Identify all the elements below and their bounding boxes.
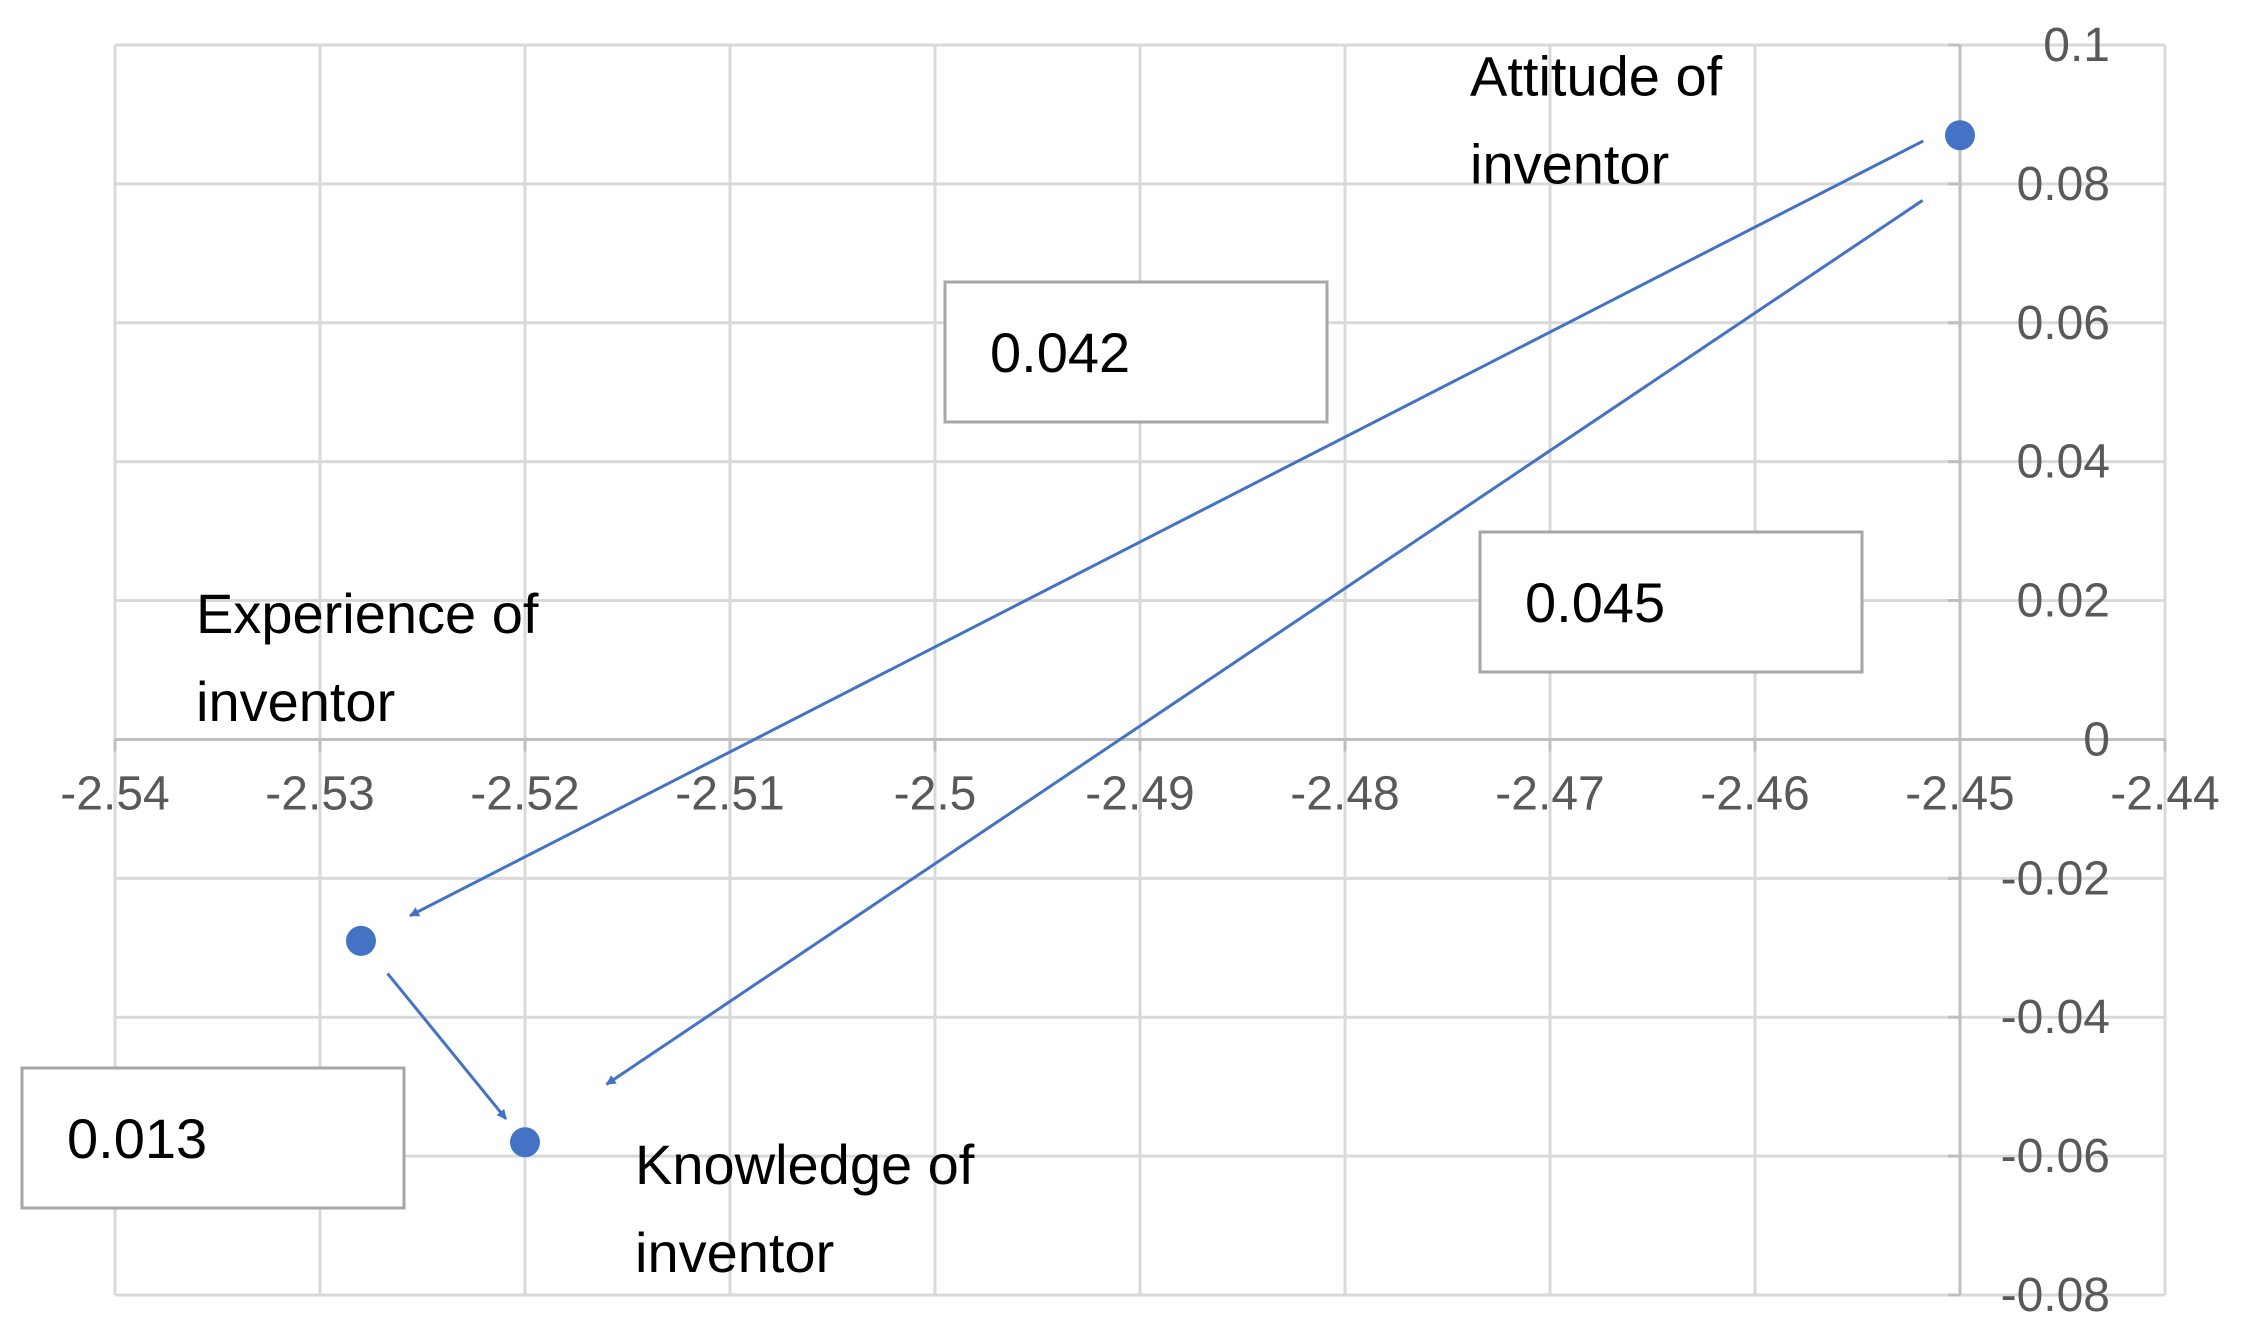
y-tick-label: -0.04: [2001, 991, 2110, 1044]
y-tick-label: -0.02: [2001, 852, 2110, 905]
y-tick-label: 0.02: [2017, 575, 2110, 628]
x-tick-label: -2.53: [265, 767, 374, 820]
x-tick-label: -2.46: [1700, 767, 1809, 820]
arrow-experience-to-knowledge: [386, 972, 508, 1120]
coefficient-box-frame: [943, 280, 1329, 424]
x-tick-label: -2.49: [1085, 767, 1194, 820]
coefficient-box-frame: [20, 1066, 406, 1210]
path-arrows: [386, 139, 1924, 1120]
axes: [113, 43, 2167, 1297]
knowledge-point: [510, 1127, 540, 1158]
arrow-attitude-to-experience: [409, 139, 1924, 918]
coefficient-boxes: 0.042 0.045 0.013: [20, 280, 1864, 1210]
data-points: [346, 120, 1975, 1158]
coefficient-box-0013: 0.013: [20, 1066, 406, 1210]
coefficient-box-0042: 0.042: [943, 280, 1329, 424]
y-tick-label: 0.08: [2017, 158, 2110, 211]
experience-label: Experience of inventor: [196, 582, 539, 733]
x-tick-label: -2.44: [2110, 767, 2219, 820]
tick-labels: -2.54 -2.53 -2.52 -2.51 -2.5 -2.49 -2.48 -2.47 -…: [60, 19, 2219, 1322]
y-tick-label: -0.06: [2001, 1130, 2110, 1183]
attitude-label: Attitude of inventor: [1470, 44, 1723, 195]
coefficient-value: 0.045: [1525, 571, 1665, 634]
knowledge-label: Knowledge of inventor: [635, 1133, 975, 1284]
coefficient-value: 0.013: [67, 1107, 207, 1170]
y-tick-label: 0.06: [2017, 297, 2110, 350]
attitude-point: [1945, 120, 1975, 151]
x-tick-label: -2.48: [1290, 767, 1399, 820]
x-tick-label: -2.45: [1905, 767, 2014, 820]
y-tick-label: 0: [2083, 713, 2110, 766]
coefficient-value: 0.042: [990, 321, 1130, 384]
arrow-attitude-to-knowledge: [605, 199, 1924, 1086]
y-tick-label: -0.08: [2001, 1269, 2110, 1322]
y-tick-label: 0.04: [2017, 436, 2110, 489]
y-tick-label: 0.1: [2043, 19, 2110, 72]
x-tick-label: -2.51: [675, 767, 784, 820]
x-tick-label: -2.5: [894, 767, 977, 820]
x-tick-label: -2.52: [470, 767, 579, 820]
point-labels: Attitude of inventor Experience of inventor…: [196, 44, 1723, 1284]
coefficient-box-0045: 0.045: [1478, 530, 1864, 674]
experience-point: [346, 925, 376, 956]
x-tick-label: -2.54: [60, 767, 169, 820]
x-tick-label: -2.47: [1495, 767, 1604, 820]
coefficient-box-frame: [1478, 530, 1864, 674]
